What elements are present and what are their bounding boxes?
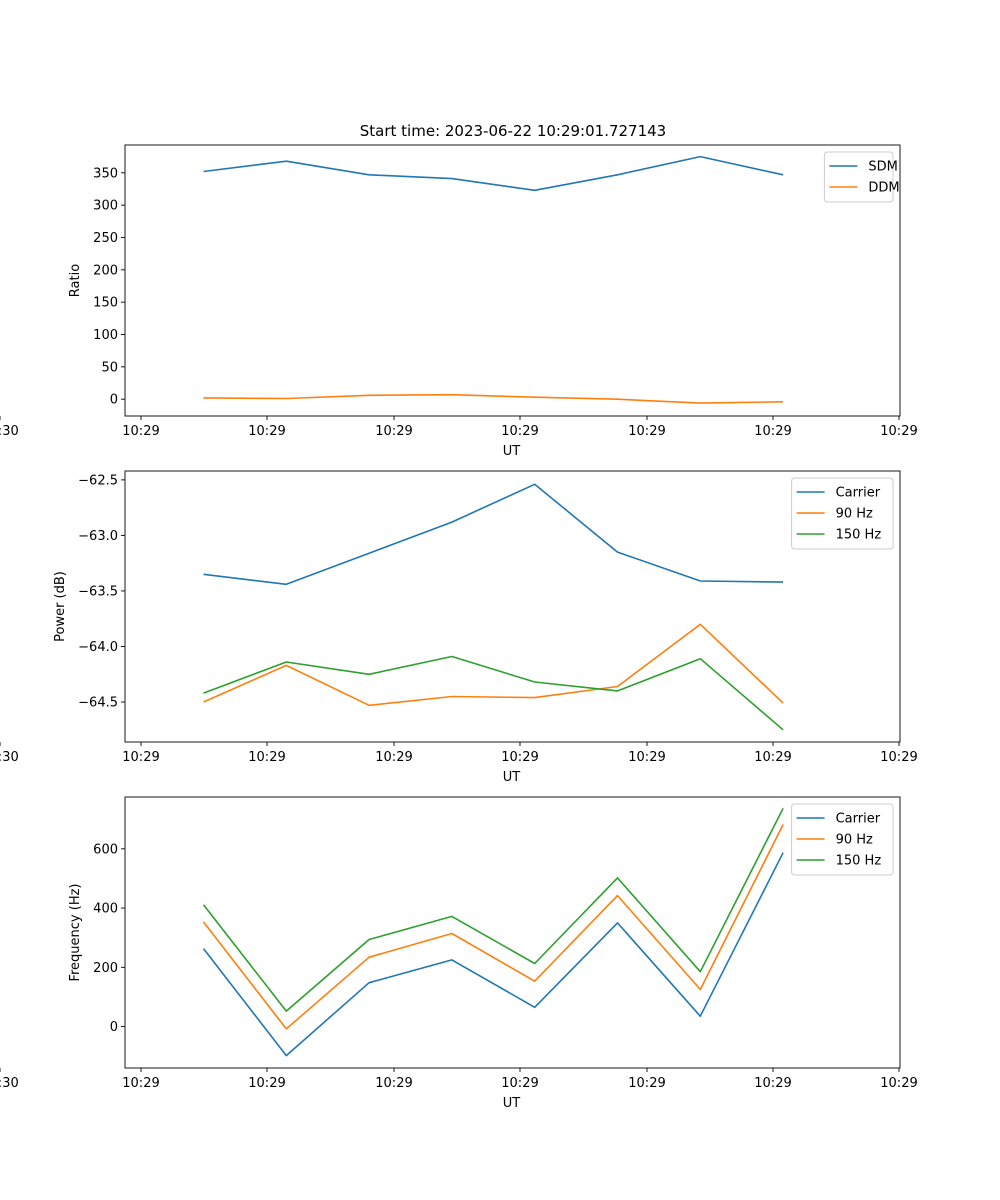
- x-tick-label: 10:29: [122, 750, 159, 765]
- x-axis-label: UT: [503, 770, 521, 785]
- y-tick-label: 600: [93, 842, 118, 857]
- series-line-90-hz: [203, 623, 784, 707]
- x-tick-label: 10:29: [501, 1076, 538, 1091]
- x-tick-label: 10:29: [375, 424, 412, 439]
- subplot-3: 10:29 10:29 10:29 10:29 10:29 10:29 10:29 10:30…: [0, 796, 918, 1111]
- legend: Carrier 90 Hz 150 Hz: [791, 477, 894, 550]
- y-tick-label: −64.0: [78, 640, 118, 655]
- x-tick-label: 10:29: [248, 750, 285, 765]
- y-tick-label: −62.5: [78, 473, 118, 488]
- x-axis-label: UT: [503, 1096, 521, 1111]
- x-tick-label: 10:30: [0, 424, 19, 439]
- x-tick-label: 10:29: [501, 750, 538, 765]
- x-tick-label: 10:30: [0, 750, 19, 765]
- legend: SDM DDM: [823, 151, 900, 203]
- y-tick-label: 350: [93, 166, 118, 181]
- series-line-150-hz: [202, 807, 784, 1012]
- y-axis-label: Power (dB): [53, 571, 68, 642]
- y-tick-label: 200: [93, 961, 118, 976]
- legend-box: [791, 803, 894, 876]
- y-axis-label: Ratio: [68, 264, 83, 297]
- axes-frame: [124, 796, 901, 1069]
- axes-frame: [124, 470, 901, 743]
- legend: Carrier 90 Hz 150 Hz: [791, 803, 894, 876]
- x-tick-label: 10:29: [754, 1076, 791, 1091]
- x-tick-label: 10:29: [122, 1076, 159, 1091]
- x-tick-label: 10:29: [880, 1076, 917, 1091]
- legend-label: Carrier: [836, 812, 881, 827]
- subplot-2: 10:29 10:29 10:29 10:29 10:29 10:29 10:29 10:30…: [0, 470, 918, 785]
- x-tick-label: 10:29: [248, 1076, 285, 1091]
- x-tick-label: 10:29: [628, 424, 665, 439]
- y-axis-label: Frequency (Hz): [68, 883, 83, 981]
- y-tick-label: 250: [93, 231, 118, 246]
- legend-box: [791, 477, 894, 550]
- x-tick-label: 10:29: [880, 424, 917, 439]
- y-tick-label: 150: [93, 296, 118, 311]
- x-tick-label: 10:29: [754, 750, 791, 765]
- y-tick-label: 300: [93, 199, 118, 214]
- x-tick-label: 10:30: [0, 1076, 19, 1091]
- subplots: 10:29 10:29 10:29 10:29 10:29 10:29 10:29 10:30…: [0, 144, 918, 1111]
- y-tick-label: −63.5: [78, 584, 118, 599]
- figure-title: Start time: 2023-06-22 10:29:01.727143: [360, 122, 666, 140]
- y-tick-label: −63.0: [78, 529, 118, 544]
- x-tick-label: 10:29: [248, 424, 285, 439]
- x-tick-label: 10:29: [628, 750, 665, 765]
- legend-box: [823, 151, 894, 203]
- legend-label: Carrier: [836, 486, 881, 501]
- series-line-sdm: [203, 155, 784, 192]
- series-line-90-hz: [202, 824, 784, 1030]
- legend-label: 150 Hz: [836, 854, 882, 869]
- x-tick-label: 10:29: [501, 424, 538, 439]
- x-tick-label: 10:29: [375, 1076, 412, 1091]
- x-tick-label: 10:29: [375, 750, 412, 765]
- y-tick-label: 50: [101, 360, 118, 375]
- x-tick-label: 10:29: [122, 424, 159, 439]
- series-line-ddm: [203, 393, 784, 404]
- legend-label: 90 Hz: [836, 833, 873, 848]
- legend-label: 150 Hz: [836, 528, 882, 543]
- x-tick-label: 10:29: [628, 1076, 665, 1091]
- series-line-150-hz: [203, 655, 784, 731]
- x-axis-label: UT: [503, 444, 521, 459]
- legend-label: 90 Hz: [836, 507, 873, 522]
- y-tick-label: 100: [93, 328, 118, 343]
- x-tick-label: 10:29: [880, 750, 917, 765]
- legend-label: SDM: [868, 160, 897, 175]
- subplot-1: 10:29 10:29 10:29 10:29 10:29 10:29 10:29 10:30…: [0, 144, 918, 459]
- series-line-carrier: [202, 852, 784, 1057]
- axes-frame: [124, 144, 901, 417]
- y-tick-label: 0: [110, 393, 118, 408]
- y-tick-label: 0: [110, 1020, 118, 1035]
- series-line-carrier: [203, 483, 784, 586]
- y-tick-label: 200: [93, 263, 118, 278]
- legend-label: DDM: [868, 181, 899, 196]
- x-tick-label: 10:29: [754, 424, 791, 439]
- y-tick-label: 400: [93, 902, 118, 917]
- y-tick-label: −64.5: [78, 696, 118, 711]
